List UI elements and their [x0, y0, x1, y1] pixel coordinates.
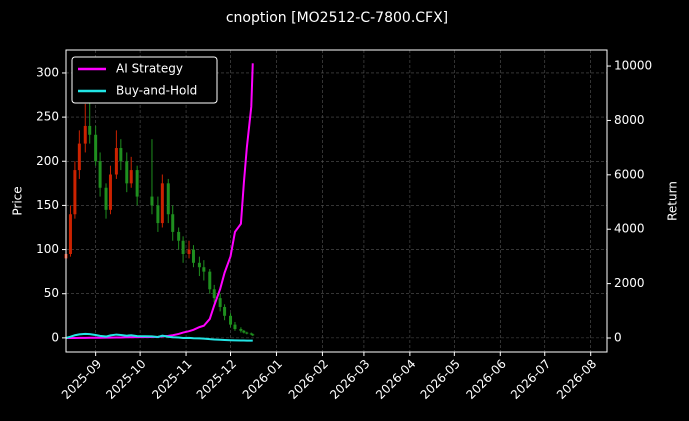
candle-body [129, 170, 133, 184]
candle-body [77, 143, 81, 171]
x-tick-label: 2026-03 [327, 357, 372, 402]
candle-body [108, 174, 112, 210]
y-tick-label: 250 [36, 110, 59, 124]
x-tick-label: 2026-05 [418, 357, 463, 402]
y2-tick-label: 2000 [614, 276, 645, 290]
candle-body [208, 271, 212, 290]
candle-body [104, 187, 108, 210]
x-tick-label: 2026-02 [286, 357, 331, 402]
candle-body [223, 306, 227, 316]
y2-tick-label: 4000 [614, 222, 645, 236]
y2-tick-label: 6000 [614, 167, 645, 181]
x-tick-label: 2025-09 [59, 357, 104, 402]
candle-body [83, 125, 87, 144]
candle-body [181, 240, 185, 254]
y-tick-label: 200 [36, 154, 59, 168]
y2-tick-label: 8000 [614, 113, 645, 127]
candle-body [242, 330, 246, 333]
candle-body [197, 262, 201, 268]
candle-body [98, 161, 102, 188]
legend-box [71, 56, 218, 104]
y-tick-label: 50 [44, 286, 59, 300]
candle-body [191, 249, 195, 263]
candle-body [187, 249, 191, 254]
candle-body [166, 183, 170, 215]
series-line [65, 332, 253, 342]
candle-body [73, 170, 77, 215]
candle-body [251, 334, 255, 336]
candle-body [160, 183, 164, 224]
y-tick-label: 300 [36, 65, 59, 79]
y-tick-label: 150 [36, 198, 59, 212]
y-tick-label: 100 [36, 242, 59, 256]
candle-body [88, 125, 92, 135]
candle-body [156, 205, 160, 224]
candle-body [239, 329, 243, 331]
candle-body [202, 267, 206, 272]
x-tick-label: 2026-01 [240, 357, 285, 402]
x-tick-label: 2025-12 [194, 357, 239, 402]
chart-title: cnoption [MO2512-C-7800.CFX] [226, 10, 448, 26]
x-tick-label: 2026-07 [508, 357, 553, 402]
x-tick-label: 2026-06 [464, 357, 509, 402]
legend-label: Buy-and-Hold [116, 84, 197, 98]
candle-body [68, 214, 72, 254]
x-tick-label: 2025-11 [149, 357, 194, 402]
candle-body [114, 148, 118, 175]
candle-body [233, 324, 237, 330]
y-tick-label: 0 [51, 330, 59, 344]
series-line [66, 63, 254, 339]
x-tick-label: 2026-08 [554, 357, 599, 402]
y-axis-label: Price [11, 186, 25, 215]
candle-body [177, 231, 181, 241]
y2-tick-label: 0 [614, 330, 622, 344]
x-tick-label: 2025-10 [103, 357, 148, 402]
candle-body [94, 134, 98, 162]
candle-body [135, 170, 139, 197]
y2-axis-label: Return [666, 181, 680, 221]
candle-body [245, 332, 249, 334]
candle-body [125, 161, 129, 184]
candle-body [229, 315, 233, 325]
y2-tick-label: 10000 [614, 59, 652, 73]
candle-body [119, 148, 123, 162]
legend-label: AI Strategy [116, 62, 183, 76]
candle-body [171, 214, 175, 232]
candle-body [212, 289, 216, 299]
candle-body [150, 196, 154, 206]
plot-frame [65, 49, 608, 353]
x-tick-label: 2026-04 [373, 357, 418, 402]
candle-body [218, 298, 222, 307]
candle-body [249, 333, 253, 335]
